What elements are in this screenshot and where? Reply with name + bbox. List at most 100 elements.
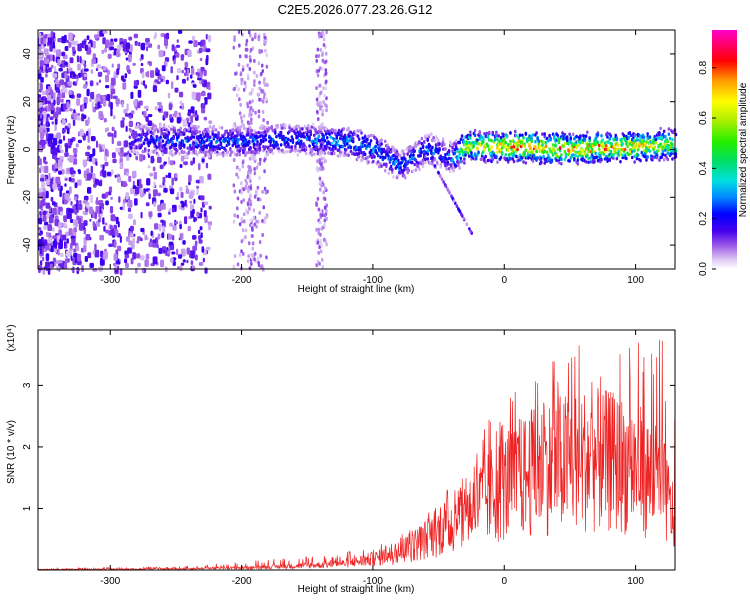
spectrogram-cell xyxy=(357,151,361,156)
spectrogram-cell xyxy=(170,66,173,74)
spectrogram-cell xyxy=(84,206,87,211)
spectrogram-cell xyxy=(150,155,154,164)
spectrogram-cell xyxy=(603,141,607,145)
spectrogram-cell xyxy=(92,148,96,157)
spectrogram-cell xyxy=(599,150,602,155)
spectrogram-cell xyxy=(192,35,196,41)
spectrogram-cell xyxy=(148,241,153,248)
spectrogram-cell xyxy=(106,171,112,176)
spectrogram-cell xyxy=(69,138,74,143)
spectrogram-cell xyxy=(421,158,425,162)
spectrogram-cell xyxy=(621,142,624,146)
spectrogram-cell xyxy=(233,213,236,218)
spectrogram-cell xyxy=(55,176,61,184)
spectrogram-cell xyxy=(59,156,64,160)
spectrogram-cell xyxy=(200,145,204,149)
spectrogram-cell xyxy=(73,248,77,253)
spectrogram-cell xyxy=(45,261,50,268)
spectrogram-cell xyxy=(128,36,133,41)
spectrogram-cell xyxy=(136,151,140,156)
spectrogram-cell xyxy=(41,90,46,96)
spectrogram-cell xyxy=(46,213,50,219)
spectrogram-cell xyxy=(266,120,269,125)
spectrogram-cell xyxy=(187,127,191,131)
spectrogram-cell xyxy=(248,206,251,211)
spectrogram-cell xyxy=(214,128,218,132)
spectrogram-cell xyxy=(116,68,120,75)
spectrogram-cell xyxy=(349,145,353,150)
spectrogram-cell xyxy=(232,183,236,188)
spectrogram-cell xyxy=(670,152,673,156)
spectrogram-cell xyxy=(154,106,159,111)
spectrogram-cell xyxy=(318,33,321,38)
spectrogram-cell xyxy=(176,117,181,124)
spectrogram-cell xyxy=(78,222,84,231)
spectrogram-cell xyxy=(414,168,418,172)
spectrogram-cell xyxy=(521,133,524,137)
spectrogram-cell xyxy=(53,112,59,118)
spectrogram-cell xyxy=(253,167,256,171)
spectrogram-cell xyxy=(138,183,143,189)
spectrogram-cell xyxy=(97,218,101,223)
spectrogram-cell xyxy=(180,262,185,266)
snr-series-line xyxy=(37,339,676,571)
spectrogram-cell xyxy=(117,221,120,228)
spectrogram-cell xyxy=(201,158,205,163)
spectrogram-cell xyxy=(161,65,166,72)
spectrogram-cell xyxy=(488,138,491,142)
spectrogram-cell xyxy=(356,129,360,133)
spectrogram-cell xyxy=(180,54,184,61)
spectrogram-cell xyxy=(49,263,53,269)
spectrogram-cell xyxy=(201,246,205,253)
spectrogram-cell xyxy=(132,185,137,189)
spectrogram-cell xyxy=(159,143,162,147)
spectrogram-cell xyxy=(251,241,255,246)
spectrogram-cell xyxy=(395,149,399,154)
spectrogram-cell xyxy=(558,146,562,151)
spectrogram-cell xyxy=(567,152,570,157)
spectrogram-cell xyxy=(40,107,43,113)
spectrogram-cell xyxy=(54,118,58,125)
spectrogram-cell xyxy=(579,134,582,138)
spectrogram-cell xyxy=(48,172,51,179)
spectrogram-cell xyxy=(315,86,318,91)
spectrogram-cell xyxy=(149,172,153,177)
spectrogram-cell xyxy=(94,243,97,252)
spectrogram-cell xyxy=(438,148,441,152)
spectrogram-cell xyxy=(360,158,363,163)
spectrogram-cell xyxy=(184,72,188,77)
spectrogram-cell xyxy=(261,219,264,223)
spectrogram-cell xyxy=(209,125,212,129)
spectrogram-cell xyxy=(122,117,126,121)
spectrogram-cell xyxy=(138,178,142,186)
spectrogram-cell xyxy=(201,150,205,154)
spectrogram-cell xyxy=(244,178,248,183)
spectrogram-cell xyxy=(560,153,563,157)
spectrogram-cell xyxy=(125,42,130,50)
spectrogram-cell xyxy=(496,137,499,142)
spectrogram-cell xyxy=(106,127,109,132)
spectrogram-cell xyxy=(244,84,247,89)
spectrogram-cell xyxy=(140,42,146,51)
spectrogram-cell xyxy=(318,138,322,143)
spectrogram-cell xyxy=(69,242,73,249)
spectrogram-cell xyxy=(640,139,643,143)
spectrogram-cell xyxy=(74,257,78,264)
spectrogram-cell xyxy=(100,250,104,258)
spectrogram-cell xyxy=(86,130,89,136)
spectrogram-cell xyxy=(657,149,660,153)
spectrogram-cell xyxy=(328,132,331,136)
spectrogram-cell xyxy=(607,140,610,144)
spectrogram-cell xyxy=(224,137,227,141)
spectrogram-cell xyxy=(571,132,575,137)
spectrogram-cell xyxy=(536,136,539,141)
spectrogram-cell xyxy=(516,147,519,152)
spectrogram-cell xyxy=(610,142,614,146)
spectrogram-cell xyxy=(113,253,118,261)
spectrogram-cell xyxy=(261,233,264,237)
spectrogram-cell xyxy=(249,202,253,207)
spectrogram-cell xyxy=(316,101,319,106)
spectrogram-cell xyxy=(260,71,263,76)
spectrogram-cell xyxy=(97,71,103,77)
spectrogram-cell xyxy=(239,125,243,129)
